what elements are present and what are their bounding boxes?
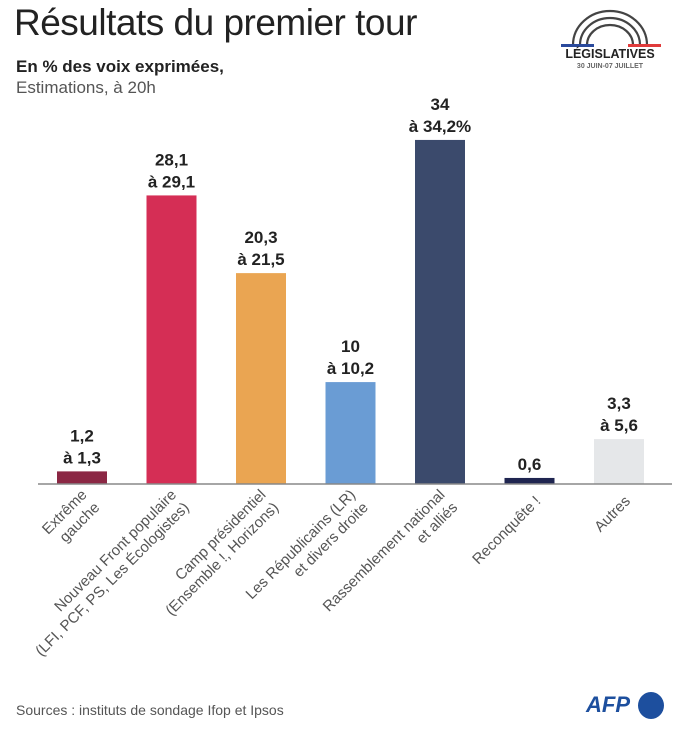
logo-dates: 30 JUIN-07 JUILLET xyxy=(576,63,644,70)
data-label: à 34,2% xyxy=(409,117,471,136)
chart-subtitle: En % des voix exprimées, xyxy=(16,57,224,76)
category-label: Nouveau Front populaire(LFI, PCF, PS, Le… xyxy=(32,486,193,659)
data-label: 20,3 xyxy=(244,228,277,247)
afp-logo: AFP xyxy=(586,692,630,717)
chart-title: Résultats du premier tour xyxy=(14,2,417,43)
arc-logo-icon xyxy=(561,9,661,47)
category-label: Reconquête ! xyxy=(469,493,544,568)
data-label: à 1,3 xyxy=(63,448,101,467)
logo-title: LÉGISLATIVES xyxy=(565,47,655,61)
afp-logo-dot-icon xyxy=(638,692,664,719)
data-label: 28,1 xyxy=(155,150,188,169)
legislatives-logo: LÉGISLATIVES 30 JUIN-07 JUILLET xyxy=(555,5,665,75)
category-tick-label: Reconquête ! xyxy=(469,493,544,568)
data-label: à 21,5 xyxy=(237,250,284,269)
data-label: 0,6 xyxy=(518,455,542,474)
data-label: 10 xyxy=(341,337,360,356)
data-label: à 29,1 xyxy=(148,172,195,191)
category-label: Autres xyxy=(591,493,634,536)
data-label: 34 xyxy=(431,95,450,114)
bar xyxy=(504,477,555,484)
bar xyxy=(146,195,197,484)
bar xyxy=(594,439,644,484)
data-label: 1,2 xyxy=(70,426,94,445)
bar xyxy=(236,273,286,484)
bar xyxy=(57,471,107,484)
data-label: 3,3 xyxy=(607,394,631,413)
source-note: Sources : instituts de sondage Ifop et I… xyxy=(16,702,284,718)
bar xyxy=(325,382,376,484)
category-tick-label: Autres xyxy=(591,493,634,536)
chart-subtitle-2: Estimations, à 20h xyxy=(16,78,156,97)
bar xyxy=(415,139,465,484)
data-label: à 5,6 xyxy=(600,416,638,435)
data-label: à 10,2 xyxy=(327,359,374,378)
